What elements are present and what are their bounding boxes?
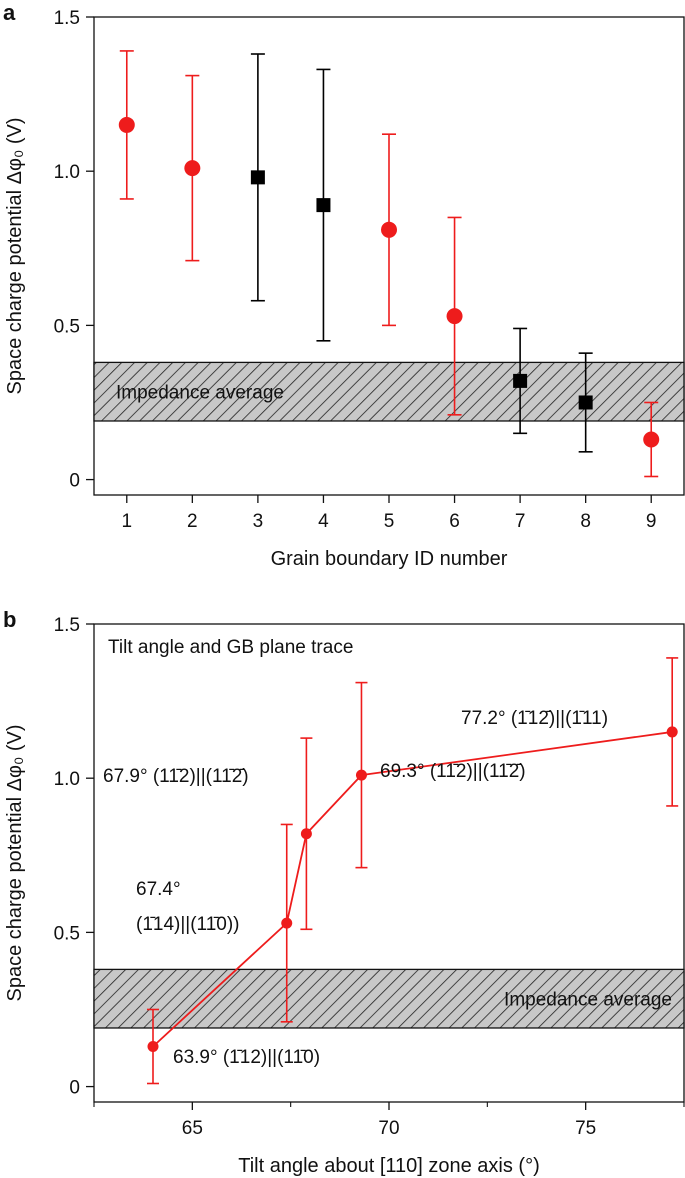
x-tick-label: 9 <box>646 511 657 532</box>
annotation-63-9: 63.9° (1̄12)||(11̄0) <box>173 1047 320 1068</box>
data-point-square <box>578 395 593 410</box>
data-point-circle <box>446 308 463 325</box>
data-point-circle <box>118 116 135 133</box>
panel-b-title: Tilt angle and GB plane trace <box>108 637 353 658</box>
y-tick-label: 0 <box>69 471 80 492</box>
data-point-square <box>316 198 331 213</box>
panel-b-y-ticks: 0 0.5 1.0 1.5 <box>54 615 94 1099</box>
impedance-average-band <box>93 968 685 1029</box>
data-point-circle <box>643 431 660 448</box>
annotation-67-4-angle: 67.4° <box>136 879 181 900</box>
x-tick-label: 8 <box>580 511 591 532</box>
x-tick-label: 5 <box>384 511 395 532</box>
data-point-circle <box>300 828 312 840</box>
data-point-circle <box>281 917 293 929</box>
panel-a-y-axis-label: Space charge potential Δφ₀ (V) <box>4 118 26 395</box>
panel-a-letter: a <box>3 0 16 25</box>
x-tick-label: 4 <box>318 511 329 532</box>
panel-b-y-axis-label: Space charge potential Δφ₀ (V) <box>4 725 26 1002</box>
panel-b: b Tilt angle and GB plane trace Impedanc… <box>3 607 685 1177</box>
panel-a-band-label: Impedance average <box>116 383 284 404</box>
panel-a-y-ticks: 0 0.5 1.0 1.5 <box>54 8 94 492</box>
panel-b-band-label: Impedance average <box>504 990 672 1011</box>
annotation-67-4-plane: (1̄14)||(11̄0)) <box>136 914 240 935</box>
annotation-67-9: 67.9° (11̄2)||(11̄2̄) <box>103 766 249 787</box>
y-tick-label: 1.0 <box>54 162 80 183</box>
y-tick-label: 1.5 <box>54 615 80 636</box>
y-tick-label: 0 <box>69 1078 80 1099</box>
panel-b-plot-frame <box>93 623 685 1103</box>
x-tick-label: 3 <box>253 511 264 532</box>
data-point-square <box>250 170 265 185</box>
panel-a-series <box>118 50 660 478</box>
panel-a: a Impedance average 1 2 3 4 5 6 7 8 9 0 0.5 1.0 1.5… <box>3 0 685 570</box>
x-tick-label: 65 <box>182 1118 203 1139</box>
x-tick-label: 6 <box>449 511 460 532</box>
x-tick-label: 75 <box>575 1118 596 1139</box>
x-tick-label: 7 <box>515 511 526 532</box>
y-tick-label: 0.5 <box>54 316 80 337</box>
annotation-69-3: 69.3° (11̄2)||(11̄2̄) <box>380 761 526 782</box>
panel-b-letter: b <box>3 607 16 632</box>
y-tick-label: 0.5 <box>54 923 80 944</box>
panel-a-x-ticks: 1 2 3 4 5 6 7 8 9 <box>121 495 657 532</box>
annotation-77-2: 77.2° (1̄12̄)||(1̄11) <box>461 708 608 729</box>
data-point-circle <box>381 221 397 238</box>
data-point-circle <box>147 1040 159 1052</box>
x-tick-label: 70 <box>378 1118 399 1139</box>
x-tick-label: 1 <box>121 511 132 532</box>
panel-b-impedance-band <box>93 968 685 1029</box>
panel-b-x-axis-label: Tilt angle about [110] zone axis (°) <box>238 1155 540 1177</box>
data-point-circle <box>355 769 367 781</box>
panel-b-x-ticks: 65 70 75 <box>93 1102 685 1139</box>
x-tick-label: 2 <box>187 511 198 532</box>
data-point-circle <box>184 160 201 177</box>
panel-a-x-axis-label: Grain boundary ID number <box>271 548 508 570</box>
data-point-square <box>513 373 528 388</box>
y-tick-label: 1.0 <box>54 769 80 790</box>
y-tick-label: 1.5 <box>54 8 80 29</box>
panel-b-series <box>147 657 679 1085</box>
data-point-circle <box>666 726 678 738</box>
